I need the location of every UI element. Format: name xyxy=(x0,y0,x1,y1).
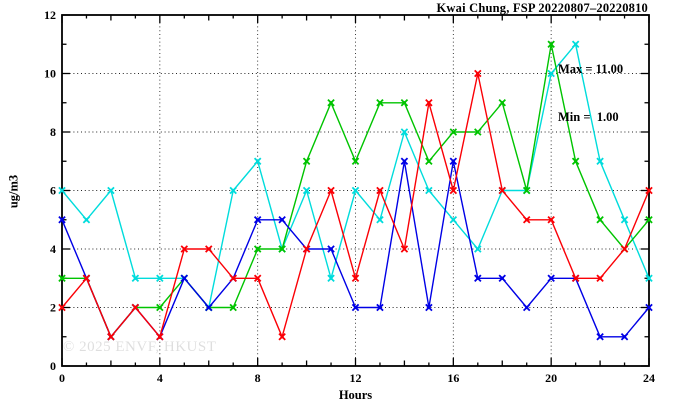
x-axis-title: Hours xyxy=(338,388,373,402)
svg-text:4: 4 xyxy=(157,371,163,385)
svg-text:2: 2 xyxy=(50,301,56,315)
svg-text:0: 0 xyxy=(59,371,65,385)
svg-text:4: 4 xyxy=(50,242,56,256)
svg-text:12: 12 xyxy=(44,8,56,22)
y-tick-labels: 0 2 4 6 8 10 12 xyxy=(44,8,56,373)
series-red-line xyxy=(58,69,653,341)
series-red-markers xyxy=(58,69,653,341)
axis-ticks xyxy=(61,14,650,367)
max-min-annotation: Max = 11.00 Min = 1.00 xyxy=(558,29,623,157)
min-label: Min = 1.00 xyxy=(558,110,619,124)
svg-text:10: 10 xyxy=(44,67,56,81)
max-label: Max = 11.00 xyxy=(558,62,624,76)
chart-title: Kwai Chung, FSP 20220807–20220810 xyxy=(436,1,648,15)
watermark: © 2025 ENVF, HKUST xyxy=(63,339,217,355)
x-tick-labels: 0 4 8 12 16 20 24 xyxy=(59,371,655,385)
svg-text:20: 20 xyxy=(545,371,557,385)
svg-text:12: 12 xyxy=(350,371,362,385)
svg-text:8: 8 xyxy=(50,125,56,139)
y-axis-title: ug/m3 xyxy=(6,174,21,209)
svg-text:16: 16 xyxy=(447,371,459,385)
svg-text:8: 8 xyxy=(255,371,261,385)
svg-text:24: 24 xyxy=(643,371,655,385)
svg-text:6: 6 xyxy=(50,184,56,198)
svg-text:0: 0 xyxy=(50,359,56,373)
